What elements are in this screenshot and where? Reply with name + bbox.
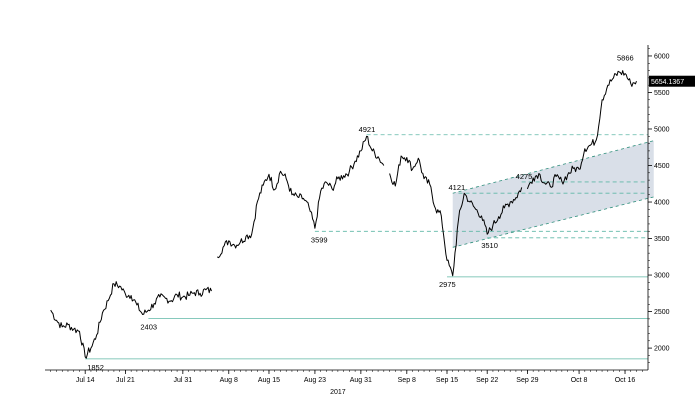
price-series-3 (389, 155, 523, 277)
trend-channel-group (452, 140, 654, 248)
annotation-1852: 1852 (87, 363, 104, 372)
x-tick-label: Aug 8 (220, 377, 238, 384)
annotation-labels: 1852 2403 3599 4921 2975 4121 3510 4275 5866 (87, 54, 634, 372)
channel-upper-line (452, 140, 654, 194)
price-series-4 (526, 70, 637, 190)
x-tick-label: Sep 8 (398, 377, 416, 384)
x-tick-label: Oct 8 (571, 377, 588, 384)
x-tick-label: Jul 14 (76, 377, 95, 384)
x-tick-label: Jul 31 (173, 377, 192, 384)
annotation-2975: 2975 (439, 280, 456, 289)
support-resistance-levels (85, 134, 648, 360)
y-tick-label-2500: 2500 (654, 309, 670, 316)
y-tick-label-4000: 4000 (654, 200, 670, 207)
last-value-box (649, 75, 695, 87)
last-value-group: 5654.1367 (649, 75, 695, 87)
x-tick-label: Aug 15 (258, 377, 280, 384)
y-tick-label-4500: 4500 (654, 163, 670, 170)
y-tick-label-2000: 2000 (654, 346, 670, 353)
x-tick-label: Aug 23 (304, 377, 326, 384)
x-tick-label: Aug 31 (350, 377, 372, 384)
channel-fill (452, 140, 654, 248)
annotation-2403: 2403 (140, 323, 157, 332)
x-tick-label: Jul 21 (116, 377, 135, 384)
annotation-3510: 3510 (481, 241, 498, 250)
price-series-2 (217, 135, 385, 259)
y-tick-label-3500: 3500 (654, 236, 670, 243)
annotation-4275: 4275 (516, 172, 533, 181)
axes-group: 2000 2500 3000 3500 4000 4500 5000 5500 6000 Jul … (45, 45, 670, 384)
y-tick-label-5500: 5500 (654, 90, 670, 97)
y-tick-label-3000: 3000 (654, 273, 670, 280)
price-series-1 (50, 281, 212, 359)
annotation-5866: 5866 (617, 54, 634, 63)
channel-lower-line (452, 196, 654, 248)
y-tick-label-5000: 5000 (654, 126, 670, 133)
annotation-4121: 4121 (448, 183, 465, 192)
x-axis-year-label: 2017 (330, 389, 346, 396)
x-tick-label: Oct 16 (615, 377, 636, 384)
annotation-3599: 3599 (311, 235, 328, 244)
last-value-label: 5654.1367 (651, 79, 684, 86)
price-series-group (50, 70, 637, 359)
x-tick-label: Sep 29 (516, 377, 538, 384)
x-tick-label: Sep 22 (476, 377, 498, 384)
x-tick-label: Sep 15 (436, 377, 458, 384)
y-tick-label-6000: 6000 (654, 53, 670, 60)
annotation-4921: 4921 (359, 125, 376, 134)
